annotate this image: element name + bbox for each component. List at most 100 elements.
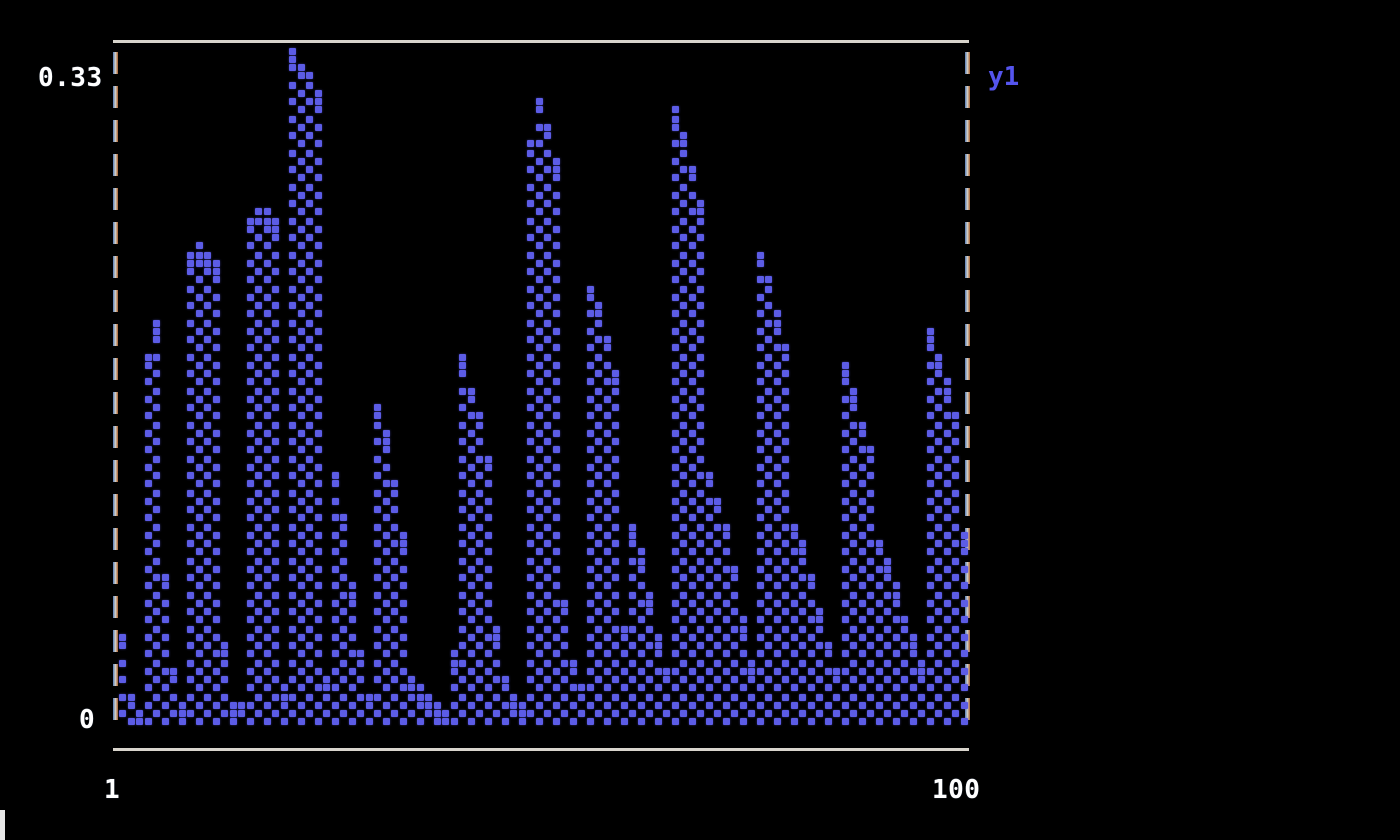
data-dot: [247, 684, 254, 691]
data-dot: [272, 524, 279, 531]
data-dot: [544, 200, 551, 207]
data-dot: [527, 234, 534, 241]
data-dot: [383, 532, 390, 539]
data-dot: [689, 276, 696, 283]
data-dot: [247, 498, 254, 505]
data-dot: [476, 558, 483, 565]
data-dot: [927, 412, 934, 419]
data-dot: [791, 548, 798, 555]
data-dot: [306, 456, 313, 463]
data-dot: [944, 566, 951, 573]
data-dot: [842, 634, 849, 641]
data-dot: [536, 378, 543, 385]
braille-cell: [339, 522, 356, 556]
data-dot: [136, 710, 143, 717]
data-dot: [859, 430, 866, 437]
data-dot: [952, 642, 959, 649]
braille-cell: [628, 522, 645, 556]
data-dot: [459, 676, 466, 683]
data-dot: [723, 600, 730, 607]
data-dot: [298, 566, 305, 573]
data-dot: [332, 472, 339, 479]
data-dot: [553, 294, 560, 301]
data-dot: [553, 362, 560, 369]
data-dot: [357, 660, 364, 667]
braille-cell: [152, 556, 169, 590]
data-dot: [672, 242, 679, 249]
data-dot: [553, 718, 560, 725]
braille-cell: [917, 658, 934, 692]
braille-cell: [475, 658, 492, 692]
data-dot: [782, 490, 789, 497]
data-dot: [757, 412, 764, 419]
data-dot: [247, 668, 254, 675]
data-dot: [476, 438, 483, 445]
data-dot: [604, 430, 611, 437]
data-dot: [289, 268, 296, 275]
plot-bottom-border: [113, 748, 969, 751]
data-dot: [859, 480, 866, 487]
data-dot: [706, 498, 713, 505]
braille-cell: [679, 318, 696, 352]
data-dot: [476, 412, 483, 419]
data-dot: [867, 642, 874, 649]
data-dot: [689, 464, 696, 471]
data-dot: [910, 650, 917, 657]
data-dot: [289, 456, 296, 463]
data-dot: [850, 676, 857, 683]
braille-cell: [186, 590, 203, 624]
data-dot: [255, 472, 262, 479]
data-dot: [196, 412, 203, 419]
data-dot: [884, 642, 891, 649]
data-dot: [595, 642, 602, 649]
braille-cell: [509, 692, 526, 726]
data-dot: [306, 660, 313, 667]
data-dot: [621, 634, 628, 641]
data-dot: [332, 480, 339, 487]
data-dot: [264, 412, 271, 419]
braille-cell: [934, 488, 951, 522]
data-dot: [238, 702, 245, 709]
braille-cell: [186, 216, 203, 250]
data-dot: [748, 668, 755, 675]
x-axis-min-label: 1: [104, 775, 121, 805]
braille-cell: [322, 454, 339, 488]
data-dot: [383, 650, 390, 657]
braille-cell: [203, 352, 220, 386]
data-dot: [272, 660, 279, 667]
braille-cell: [288, 522, 305, 556]
data-dot: [468, 430, 475, 437]
data-dot: [536, 208, 543, 215]
braille-cell: [815, 590, 832, 624]
data-dot: [714, 524, 721, 531]
data-dot: [374, 592, 381, 599]
data-dot: [689, 344, 696, 351]
data-dot: [757, 684, 764, 691]
data-dot: [680, 710, 687, 717]
data-dot: [187, 642, 194, 649]
data-dot: [145, 600, 152, 607]
data-dot: [306, 132, 313, 139]
data-dot: [255, 660, 262, 667]
data-dot: [255, 626, 262, 633]
data-dot: [485, 600, 492, 607]
data-dot: [706, 514, 713, 521]
data-dot: [247, 310, 254, 317]
data-dot: [204, 694, 211, 701]
data-dot: [927, 548, 934, 555]
data-dot: [689, 446, 696, 453]
data-dot: [782, 608, 789, 615]
data-dot: [255, 320, 262, 327]
braille-cell: [288, 692, 305, 726]
data-dot: [782, 388, 789, 395]
data-dot: [391, 642, 398, 649]
braille-cell: [764, 522, 781, 556]
data-dot: [833, 710, 840, 717]
braille-cell: [577, 658, 594, 692]
data-dot: [927, 336, 934, 343]
data-dot: [680, 150, 687, 157]
data-dot: [842, 362, 849, 369]
data-dot: [612, 710, 619, 717]
data-dot: [323, 694, 330, 701]
data-dot: [298, 328, 305, 335]
